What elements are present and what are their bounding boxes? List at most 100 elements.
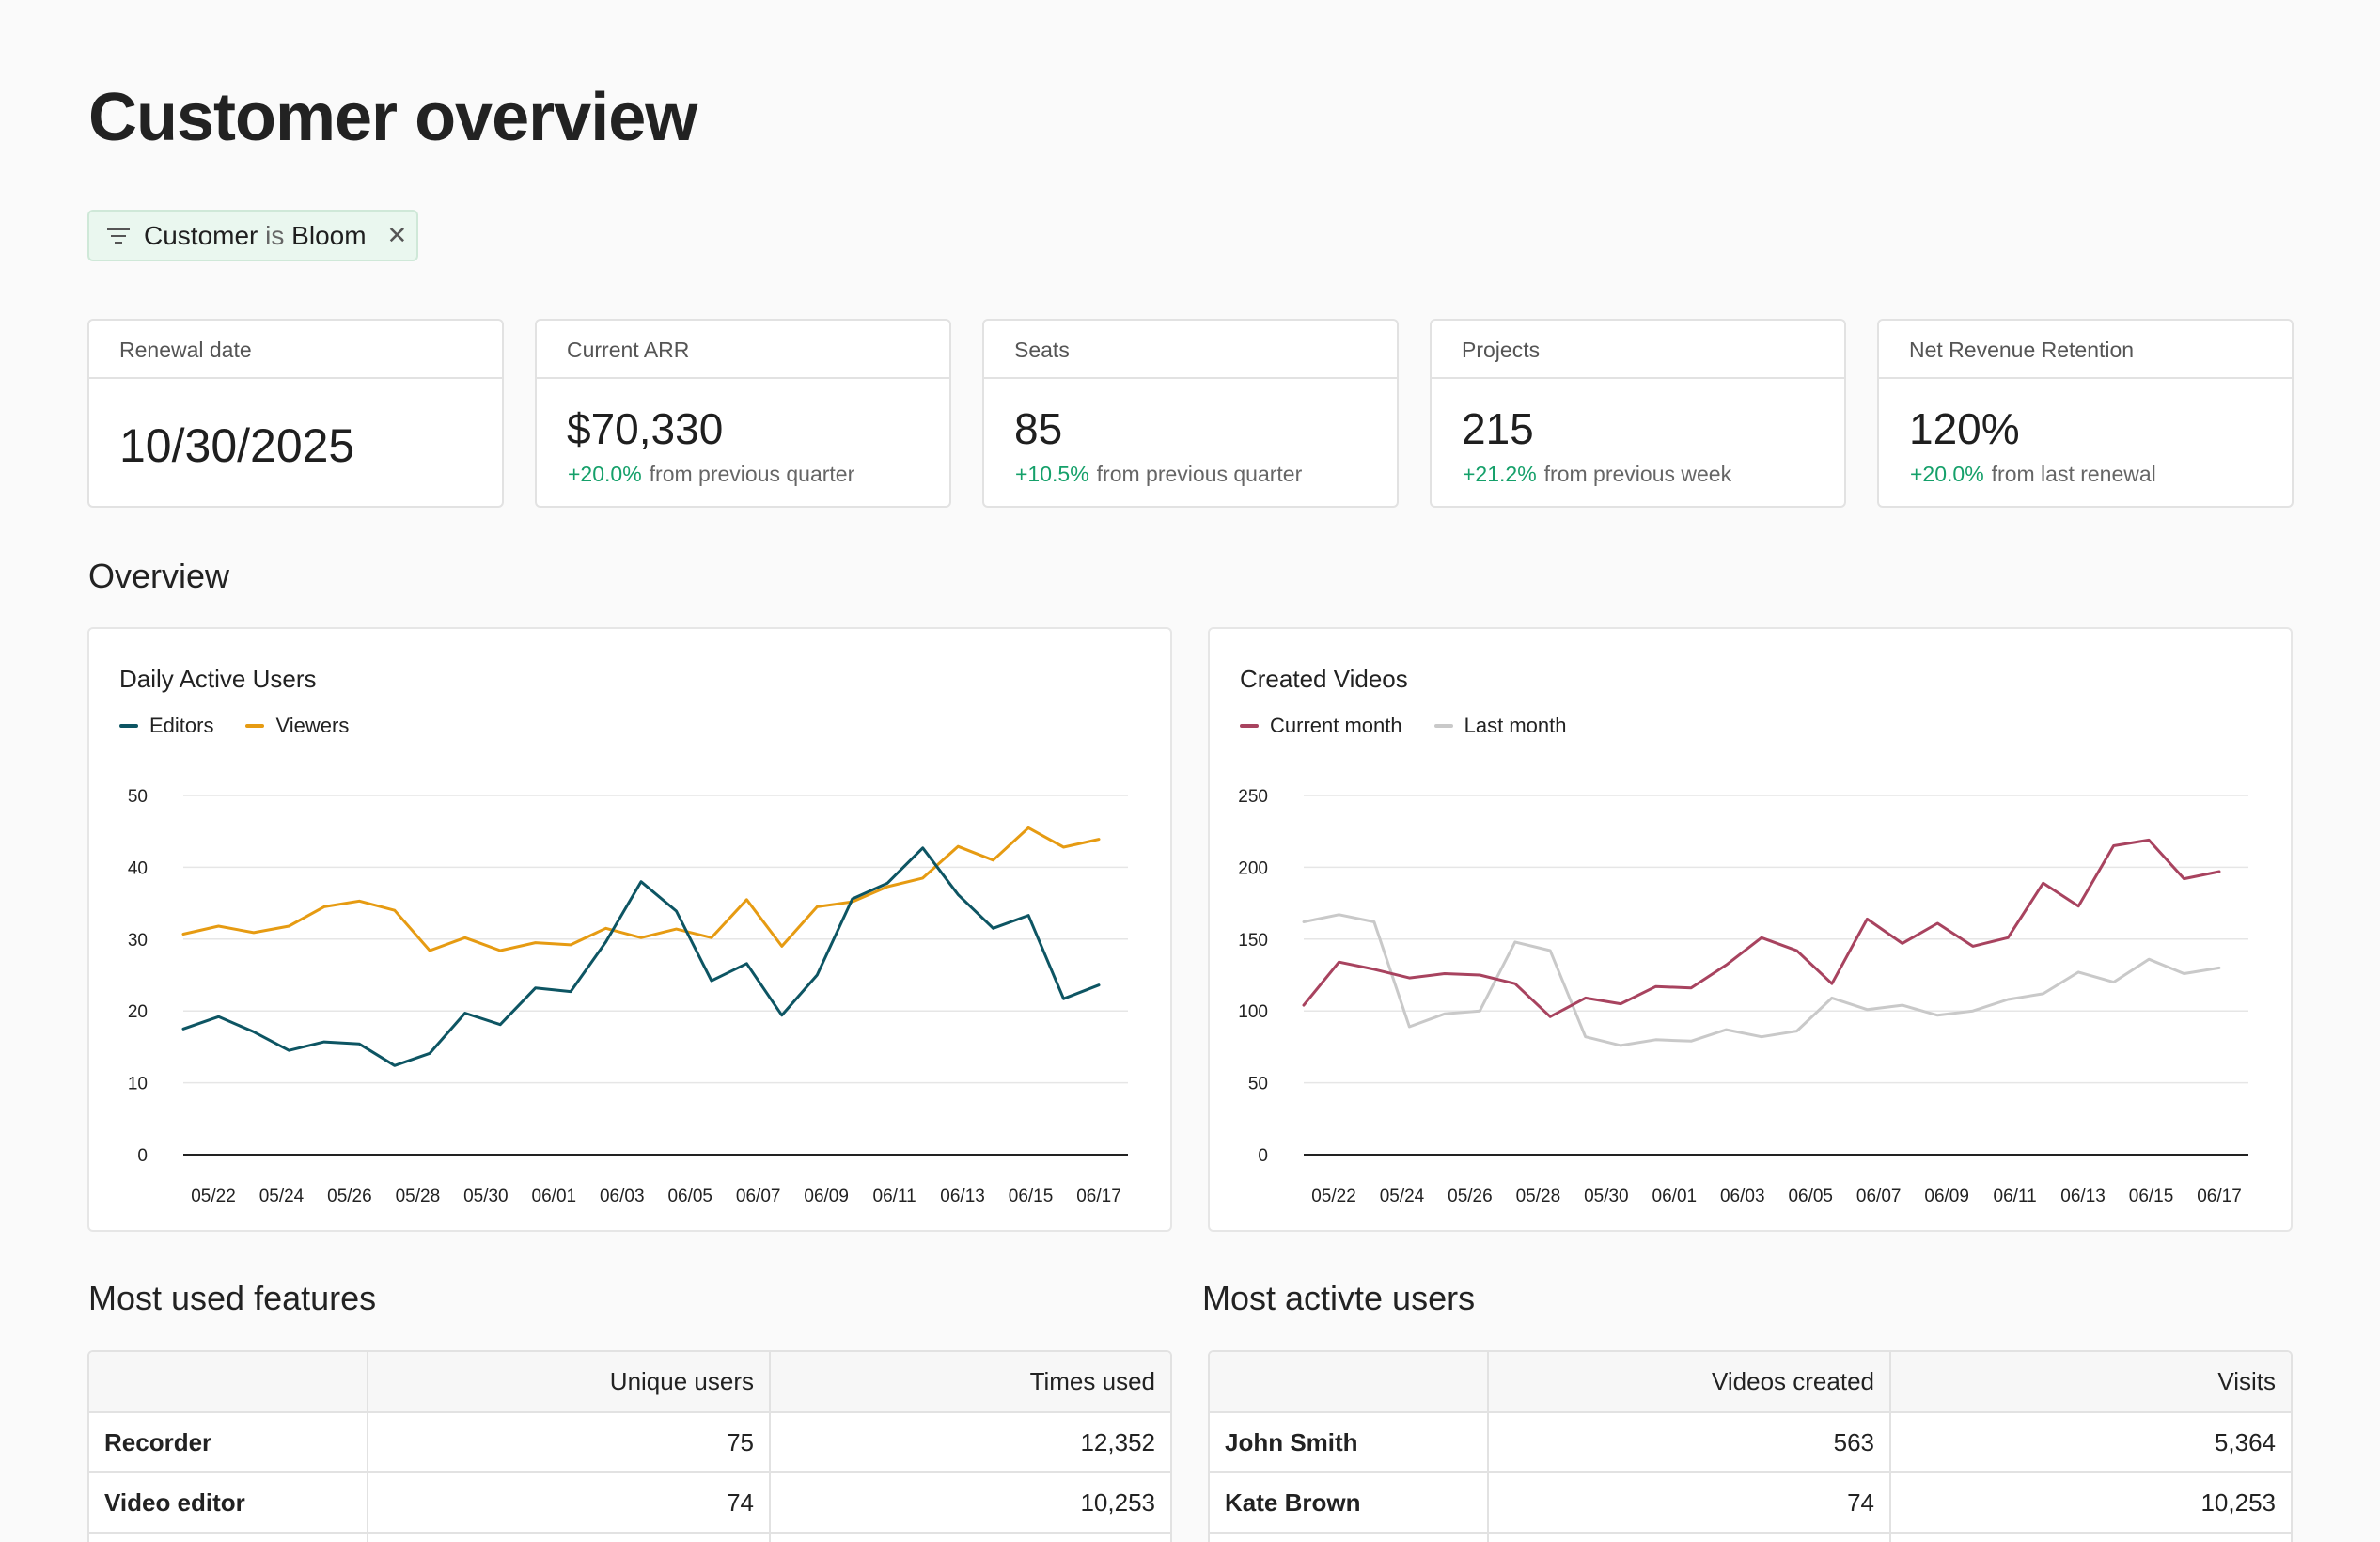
table-header: [89, 1352, 368, 1413]
x-tick-label: 06/05: [667, 1187, 712, 1206]
x-tick-label: 06/07: [736, 1187, 781, 1206]
x-tick-label: 05/30: [1584, 1187, 1629, 1206]
x-tick-label: 06/17: [1076, 1187, 1121, 1206]
table-cell: 74: [1488, 1472, 1891, 1534]
filter-operator: is: [265, 220, 285, 250]
x-tick-label: 05/28: [1516, 1187, 1561, 1206]
x-tick-label: 05/26: [327, 1187, 372, 1206]
table-header[interactable]: Unique users: [368, 1352, 771, 1413]
legend-item-viewers: Viewers: [245, 714, 349, 738]
x-tick-label: 05/30: [463, 1187, 509, 1206]
table-header[interactable]: Visits: [1890, 1352, 2291, 1413]
table-cell-name: Kate Brown: [1210, 1472, 1489, 1534]
x-tick-label: 05/28: [396, 1187, 441, 1206]
series-line-editors: [181, 846, 1101, 1067]
kpi-delta: +10.5% from previous quarter: [1015, 462, 1302, 487]
legend-item-editors: Editors: [119, 714, 213, 738]
section-title-most-used-features: Most used features: [88, 1279, 377, 1317]
filter-field: Customer: [144, 220, 258, 250]
kpi-delta: +20.0% from last renewal: [1910, 462, 2156, 487]
legend-swatch: [119, 724, 138, 728]
x-tick-label: 05/24: [259, 1187, 305, 1206]
page-title: Customer overview: [88, 80, 697, 155]
table-row: [1210, 1533, 2291, 1542]
chart-card-created-videos: Created Videos Current month Last month …: [1208, 627, 2293, 1232]
x-tick-label: 06/09: [1924, 1187, 1969, 1206]
x-tick-label: 05/26: [1448, 1187, 1493, 1206]
legend-label: Viewers: [275, 714, 350, 737]
kpi-card-net-revenue-retention: Net Revenue Retention 120% +20.0% from la…: [1877, 319, 2294, 508]
kpi-label: Seats: [984, 321, 1397, 379]
users-table: Videos created Visits John Smith 563 5,3…: [1208, 1350, 2293, 1542]
x-tick-label: 06/13: [2060, 1187, 2106, 1206]
kpi-delta-percent: +20.0%: [1910, 462, 1984, 486]
kpi-delta-percent: +20.0%: [568, 462, 642, 486]
kpi-value: 120%: [1909, 404, 2020, 453]
y-tick-label: 10: [128, 1075, 148, 1094]
table-cell: 5,364: [1890, 1412, 2291, 1473]
kpi-delta-text: from previous week: [1543, 462, 1732, 486]
table-header-row: Videos created Visits: [1210, 1352, 2291, 1413]
filter-chip[interactable]: Customer is Bloom ✕: [87, 210, 418, 261]
kpi-label: Net Revenue Retention: [1879, 321, 2292, 379]
filter-value: Bloom: [291, 220, 367, 250]
y-tick-label: 0: [137, 1146, 148, 1166]
table-header-row: Unique users Times used: [89, 1352, 1170, 1413]
legend-swatch: [245, 724, 265, 728]
legend-label: Editors: [149, 714, 214, 737]
kpi-label: Renewal date: [89, 321, 502, 379]
legend-label: Last month: [1464, 714, 1567, 737]
x-tick-label: 06/11: [873, 1187, 916, 1206]
close-icon[interactable]: ✕: [386, 221, 408, 249]
x-tick-label: 05/22: [1311, 1187, 1356, 1206]
table-cell: 75: [368, 1412, 771, 1473]
chart-plot-daily-active-users: 0 10 20 30 40 50 05/22 05/24 05/26 05/28 05/30 06/0…: [128, 787, 1128, 1206]
table-header: [1210, 1352, 1489, 1413]
y-tick-label: 100: [1238, 1002, 1268, 1022]
kpi-card-projects: Projects 215 +21.2% from previous week: [1430, 319, 1846, 508]
kpi-card-renewal-date: Renewal date 10/30/2025: [87, 319, 504, 508]
chart-title: Daily Active Users: [119, 665, 317, 693]
series-line-last-month: [1302, 913, 2221, 1047]
kpi-value: 215: [1462, 404, 1534, 453]
kpi-value: 10/30/2025: [119, 419, 355, 472]
legend-item-current-month: Current month: [1240, 714, 1402, 738]
kpi-delta-percent: +21.2%: [1463, 462, 1537, 486]
x-tick-label: 06/05: [1788, 1187, 1833, 1206]
series-line-viewers: [181, 826, 1101, 952]
x-tick-label: 06/03: [600, 1187, 645, 1206]
x-tick-label: 06/11: [1994, 1187, 2037, 1206]
x-tick-label: 06/15: [1009, 1187, 1054, 1206]
table-cell: 10,253: [1890, 1472, 2291, 1534]
y-tick-label: 250: [1238, 787, 1268, 807]
legend-item-last-month: Last month: [1433, 714, 1567, 738]
kpi-delta-text: from last renewal: [1991, 462, 2156, 486]
filter-icon: [107, 228, 130, 244]
y-tick-label: 30: [128, 931, 148, 951]
x-tick-label: 06/13: [940, 1187, 985, 1206]
kpi-label: Projects: [1432, 321, 1844, 379]
kpi-delta: +21.2% from previous week: [1463, 462, 1731, 487]
table-row[interactable]: Kate Brown 74 10,253: [1210, 1472, 2291, 1534]
table-cell: 74: [368, 1472, 771, 1534]
table-row[interactable]: Recorder 75 12,352: [89, 1412, 1170, 1473]
y-tick-label: 150: [1238, 931, 1268, 951]
table-row[interactable]: Video editor 74 10,253: [89, 1472, 1170, 1534]
x-tick-label: 06/01: [532, 1187, 577, 1206]
table-cell: 10,253: [770, 1472, 1170, 1534]
legend-swatch: [1433, 724, 1453, 728]
x-tick-label: 06/01: [1652, 1187, 1698, 1206]
chart-legend: Editors Viewers: [119, 714, 349, 738]
table-cell-name: Recorder: [89, 1412, 368, 1473]
kpi-delta-percent: +10.5%: [1015, 462, 1089, 486]
table-cell: 563: [1488, 1412, 1891, 1473]
table-header[interactable]: Times used: [770, 1352, 1170, 1413]
y-tick-label: 40: [128, 858, 148, 878]
table-header[interactable]: Videos created: [1488, 1352, 1891, 1413]
kpi-label: Current ARR: [537, 321, 949, 379]
kpi-delta: +20.0% from previous quarter: [568, 462, 854, 487]
table-row[interactable]: John Smith 563 5,364: [1210, 1412, 2291, 1473]
kpi-card-seats: Seats 85 +10.5% from previous quarter: [982, 319, 1399, 508]
legend-label: Current month: [1270, 714, 1402, 737]
